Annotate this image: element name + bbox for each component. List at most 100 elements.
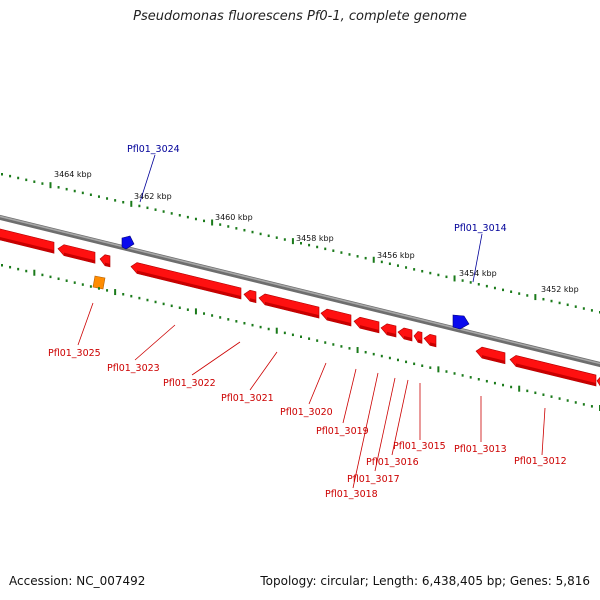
upper-gene-labels: Pfl01_3024 Pfl01_3014	[127, 144, 507, 283]
minor-tick	[510, 385, 513, 389]
minor-tick	[1, 264, 3, 267]
gene-label-pfl01-3016[interactable]: Pfl01_3016	[366, 457, 419, 468]
minor-tick	[73, 189, 76, 193]
minor-tick	[421, 364, 424, 367]
minor-tick	[340, 345, 343, 348]
minor-tick	[300, 242, 302, 245]
minor-tick	[9, 174, 12, 178]
gene-label-pfl01-3015[interactable]: Pfl01_3015	[393, 441, 446, 452]
minor-tick	[227, 318, 230, 321]
minor-tick	[566, 303, 569, 307]
leader-line	[352, 372, 379, 489]
gene-label-pfl01-3017[interactable]: Pfl01_3017	[347, 474, 400, 485]
gene-label-pfl01-3012[interactable]: Pfl01_3012	[514, 456, 567, 467]
minor-tick	[106, 197, 109, 200]
gene-label-pfl01-3013[interactable]: Pfl01_3013	[454, 444, 507, 455]
minor-tick	[477, 378, 480, 381]
gene-arrow-shade	[482, 355, 505, 364]
minor-tick	[340, 251, 343, 254]
gene-label-pfl01-3022[interactable]: Pfl01_3022	[163, 378, 216, 389]
minor-tick	[388, 356, 391, 360]
gene-arrow-shade	[387, 331, 396, 338]
minor-tick	[1, 173, 3, 176]
genome-backbone-highlight	[0, 215, 600, 365]
minor-tick	[65, 187, 68, 191]
minor-tick	[154, 208, 157, 211]
gene-label-pfl01-3014[interactable]: Pfl01_3014	[454, 223, 507, 234]
minor-tick	[97, 195, 100, 198]
reverse-genes	[0, 228, 600, 387]
gene-label-pfl01-3019[interactable]: Pfl01_3019	[316, 426, 369, 437]
leader-line	[249, 351, 278, 391]
minor-tick	[251, 323, 254, 327]
gene-arrow-shade	[418, 339, 422, 344]
minor-tick	[510, 290, 513, 293]
gene-pfl01-3025-box[interactable]	[92, 275, 106, 290]
minor-tick	[582, 403, 585, 406]
minor-tick	[421, 269, 424, 273]
minor-tick	[267, 234, 270, 238]
leader-line	[139, 154, 156, 203]
gene-arrow-shade	[327, 317, 351, 326]
minor-tick	[25, 178, 28, 182]
gene-arrow-shade	[404, 335, 412, 341]
gene-label-pfl01-3021[interactable]: Pfl01_3021	[221, 393, 274, 404]
minor-tick	[25, 269, 28, 273]
minor-tick	[380, 354, 383, 358]
major-tick	[518, 385, 521, 392]
minor-tick	[396, 358, 399, 362]
minor-tick	[526, 389, 529, 393]
major-tick	[275, 327, 278, 334]
kbp-label: 3462 kbp	[134, 192, 172, 201]
minor-tick	[413, 362, 416, 366]
minor-tick	[178, 306, 181, 310]
minor-tick	[590, 405, 593, 408]
gene-pfl01-3024-arrow[interactable]	[121, 235, 135, 250]
gene-label-pfl01-3020[interactable]: Pfl01_3020	[280, 407, 333, 418]
minor-tick	[283, 238, 286, 241]
minor-tick	[89, 285, 92, 288]
genome-summary-text: Topology: circular; Length: 6,438,405 bp…	[260, 574, 590, 588]
major-tick	[211, 219, 214, 226]
leader-line	[472, 233, 483, 283]
gene-label-pfl01-3018[interactable]: Pfl01_3018	[325, 489, 378, 500]
minor-tick	[574, 305, 577, 308]
minor-tick	[291, 333, 294, 337]
minor-tick	[267, 327, 270, 331]
minor-tick	[550, 395, 553, 398]
minor-tick	[9, 265, 12, 269]
minor-tick	[227, 225, 230, 228]
gene-label-pfl01-3025[interactable]: Pfl01_3025	[48, 348, 101, 359]
kbp-label: 3456 kbp	[377, 251, 415, 260]
minor-tick	[73, 281, 76, 284]
major-tick	[194, 308, 197, 315]
minor-tick	[81, 191, 84, 195]
minor-tick	[413, 268, 416, 271]
gene-label-pfl01-3023[interactable]: Pfl01_3023	[107, 363, 160, 374]
leader-line	[391, 379, 409, 456]
minor-tick	[558, 397, 561, 400]
gene-label-pfl01-3024[interactable]: Pfl01_3024	[127, 144, 180, 155]
minor-tick	[194, 217, 197, 221]
minor-tick	[558, 301, 561, 305]
minor-tick	[461, 374, 464, 377]
leader-line	[374, 377, 396, 472]
minor-tick	[308, 337, 311, 340]
minor-tick	[364, 350, 367, 354]
minor-tick	[485, 379, 488, 383]
minor-tick	[170, 212, 173, 215]
minor-tick	[138, 204, 141, 208]
minor-tick	[437, 273, 440, 277]
major-tick	[372, 256, 375, 263]
minor-tick	[526, 294, 529, 297]
leader-line	[77, 302, 94, 346]
minor-tick	[356, 255, 359, 258]
minor-tick	[122, 200, 125, 204]
gene-pfl01-3014-arrow[interactable]	[452, 314, 470, 330]
minor-tick	[372, 352, 375, 356]
minor-tick	[316, 339, 319, 342]
kbp-label: 3452 kbp	[541, 285, 579, 294]
minor-tick	[550, 299, 553, 303]
